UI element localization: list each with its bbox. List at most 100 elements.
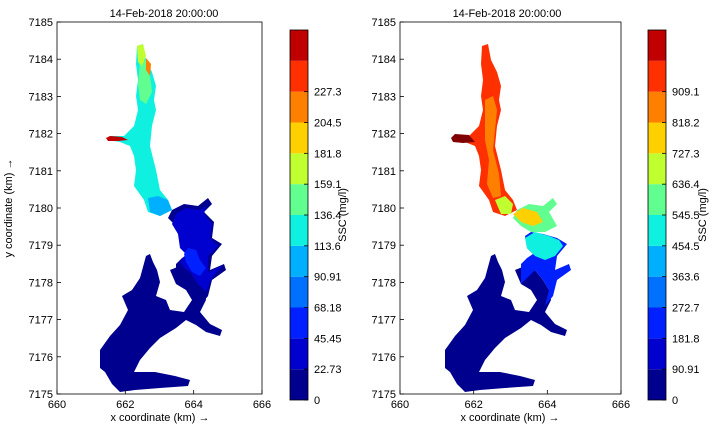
- x-tick-label: 660: [48, 399, 66, 411]
- colorbar-label: SSC (mg/l): [697, 188, 709, 242]
- colorbar-band: [648, 60, 666, 92]
- colorbar-band: [648, 153, 666, 185]
- colorbar-tick-label: 181.8: [314, 148, 342, 160]
- y-tick-label: 7181: [372, 166, 396, 178]
- panel-right: 14-Feb-2018 20:00:00 660 662 664 666 717571…: [372, 8, 709, 424]
- colorbar-tick-label: 90.91: [314, 272, 342, 284]
- x-tick-label: 662: [116, 399, 134, 411]
- colorbar-tick-label: 181.8: [672, 333, 700, 345]
- panel-left: 14-Feb-2018 20:00:00 660 662 664 666 7175 71…: [3, 8, 349, 424]
- plot-area: 660 662 664 666 7175 7176 7177 7178 7179 7180 718…: [372, 17, 631, 411]
- y-axis-label: y coordinate (km) →: [3, 158, 15, 257]
- colorbar-tick-label: 818.2: [672, 118, 700, 130]
- colorbar-tick-label: 227.3: [314, 87, 342, 99]
- x-tick-label: 666: [612, 399, 630, 411]
- x-tick-label: 662: [464, 399, 482, 411]
- x-axis-label: x coordinate (km) →: [460, 412, 559, 424]
- y-tick-label: 7185: [29, 17, 53, 29]
- x-axis-label: x coordinate (km) →: [110, 412, 209, 424]
- colorbar-band: [290, 184, 308, 215]
- colorbar-label: SSC (mg/l): [337, 188, 349, 242]
- y-axis: 7175 7176 7177 7178 7179 7180 7181 7182 7183 7184…: [372, 17, 404, 401]
- colorbar-tick-label: 545.5: [672, 210, 700, 222]
- y-tick-label: 7175: [372, 389, 396, 401]
- y-tick-label: 7182: [372, 129, 396, 141]
- colorbar-band: [290, 369, 308, 400]
- colorbar-tick-label: 159.1: [314, 179, 342, 191]
- colorbar-band: [648, 30, 666, 61]
- x-axis: 660 662 664 666: [48, 390, 271, 411]
- x-tick-label: 660: [391, 399, 409, 411]
- y-tick-label: 7183: [372, 91, 396, 103]
- y-tick-label: 7176: [29, 352, 53, 364]
- estuary-mid-cyan: [525, 232, 563, 260]
- plot-area: 660 662 664 666 7175 7176 7177 7178 7179 7180 718…: [29, 17, 272, 411]
- estuary-bay: [172, 206, 222, 292]
- colorbar-band: [648, 122, 666, 154]
- estuary-side-inlet: [106, 136, 128, 141]
- y-tick-label: 7179: [372, 240, 396, 252]
- y-tick-label: 7181: [29, 166, 53, 178]
- colorbar-tick-label: 90.91: [672, 364, 700, 376]
- estuary-lower-transition: [148, 196, 172, 216]
- colorbar-tick-label: 45.45: [314, 333, 342, 345]
- y-tick-label: 7180: [372, 203, 396, 215]
- y-tick-label: 7184: [372, 54, 396, 66]
- y-tick-label: 7183: [29, 91, 53, 103]
- estuary-lower-basin: [100, 254, 222, 392]
- colorbar-band: [648, 245, 666, 277]
- colorbar-band: [290, 215, 308, 246]
- estuary-lower-transition: [495, 196, 513, 214]
- estuary-map: [100, 44, 226, 392]
- colorbar-band: [290, 122, 308, 154]
- estuary-map: [445, 44, 571, 392]
- colorbar-band: [648, 369, 666, 400]
- estuary-head-peak: [146, 58, 151, 76]
- panel-title: 14-Feb-2018 20:00:00: [453, 8, 562, 20]
- colorbar-tick-label: 0: [314, 395, 320, 407]
- x-tick-label: 666: [253, 399, 271, 411]
- x-tick-label: 664: [184, 399, 202, 411]
- y-tick-label: 7182: [29, 129, 53, 141]
- colorbar-tick-label: 636.4: [672, 179, 700, 191]
- colorbar-band: [648, 307, 666, 339]
- colorbar-band: [290, 338, 308, 370]
- estuary-bay-yellow: [513, 208, 543, 226]
- y-tick-label: 7177: [29, 315, 53, 327]
- colorbar-band: [648, 215, 666, 246]
- colorbar-band: [648, 338, 666, 370]
- colorbar-tick-label: 454.5: [672, 241, 700, 253]
- colorbar-band: [648, 91, 666, 123]
- y-tick-label: 7184: [29, 54, 53, 66]
- colorbar-tick-label: 68.18: [314, 303, 342, 315]
- y-tick-label: 7175: [29, 389, 53, 401]
- colorbar-tick-label: 727.3: [672, 148, 700, 160]
- y-tick-label: 7179: [29, 240, 53, 252]
- colorbar-band: [648, 276, 666, 308]
- y-tick-label: 7178: [29, 277, 53, 289]
- colorbar-tick-label: 272.7: [672, 303, 700, 315]
- colorbar-tick-label: 909.1: [672, 87, 700, 99]
- colorbar-band: [648, 184, 666, 215]
- estuary-upper-channel: [108, 44, 172, 216]
- colorbar-tick-label: 0: [672, 395, 678, 407]
- estuary-upper-orange: [485, 96, 501, 198]
- y-tick-label: 7176: [372, 352, 396, 364]
- colorbar: 0 90.91 181.8 272.7 363.6 454.5 545.5 636.4 727.…: [647, 29, 700, 407]
- y-axis: 7175 7176 7177 7178 7179 7180 7181 7182 7183 7184…: [29, 17, 61, 401]
- y-tick-label: 7185: [372, 17, 396, 29]
- colorbar: 0 22.73 45.45 68.18 90.91 113.6 136.4 159.1 181.…: [289, 29, 342, 407]
- colorbar-tick-label: 204.5: [314, 118, 342, 130]
- estuary-bay-lower: [184, 248, 206, 276]
- panel-title: 14-Feb-2018 20:00:00: [110, 8, 219, 20]
- y-tick-label: 7178: [372, 277, 396, 289]
- colorbar-band: [290, 153, 308, 185]
- estuary-head: [137, 44, 146, 66]
- colorbar-tick-label: 113.6: [314, 241, 341, 253]
- colorbar-tick-label: 136.4: [314, 210, 342, 222]
- y-tick-label: 7177: [372, 315, 396, 327]
- x-tick-label: 664: [538, 399, 556, 411]
- colorbar-band: [290, 91, 308, 123]
- colorbar-band: [290, 60, 308, 92]
- estuary-lower-basin: [445, 254, 567, 392]
